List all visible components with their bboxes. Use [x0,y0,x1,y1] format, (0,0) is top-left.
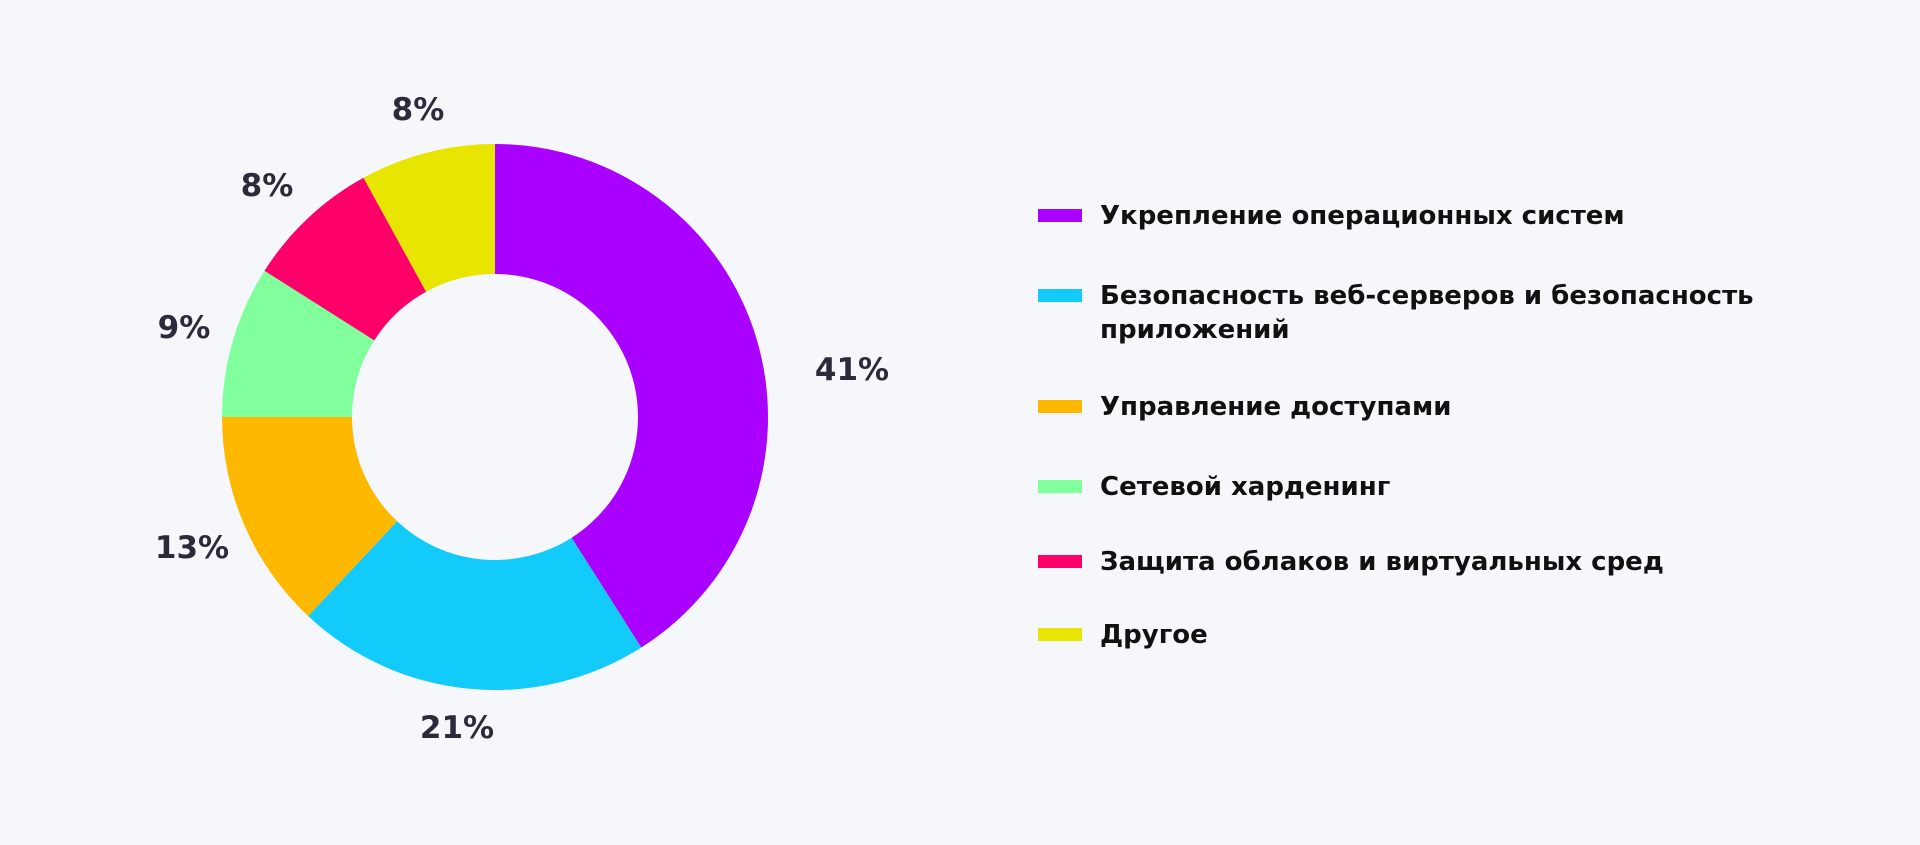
legend-item: Защита облаков и виртуальных сред [1038,545,1820,579]
legend-item: Сетевой харденинг [1038,470,1820,504]
legend-swatch [1038,628,1082,641]
donut-slice-1 [308,521,642,690]
legend-label: Безопасность веб-серверов и безопасность… [1100,281,1754,345]
donut-chart: 41% 21% 13% 9% 8% 8% [155,92,889,746]
slice-label-4: 8% [241,168,294,204]
legend-label: Сетевой харденинг [1100,472,1391,502]
slice-label-1: 21% [420,710,494,746]
donut-slice-5 [363,144,495,292]
legend-swatch [1038,480,1082,493]
donut-slice-2 [222,417,398,617]
legend-item: Управление доступами [1038,390,1820,424]
legend-item: Безопасность веб-серверов и безопасность… [1038,279,1820,347]
slice-label-2: 13% [155,530,229,566]
donut-slice-3 [222,270,375,417]
legend-item: Другое [1038,618,1820,652]
legend-swatch [1038,555,1082,568]
legend-label: Защита облаков и виртуальных сред [1100,547,1664,577]
legend-swatch [1038,209,1082,222]
legend-item: Укрепление операционных систем [1038,199,1820,233]
donut-slice-0 [495,144,768,648]
slice-label-5: 8% [392,92,445,128]
legend-label: Управление доступами [1100,392,1452,422]
slice-label-3: 9% [158,310,211,346]
legend-label: Другое [1100,620,1208,650]
legend-swatch [1038,400,1082,413]
legend-label: Укрепление операционных систем [1100,201,1625,231]
legend-swatch [1038,289,1082,302]
donut-slice-4 [264,177,427,341]
slice-label-0: 41% [815,352,889,388]
